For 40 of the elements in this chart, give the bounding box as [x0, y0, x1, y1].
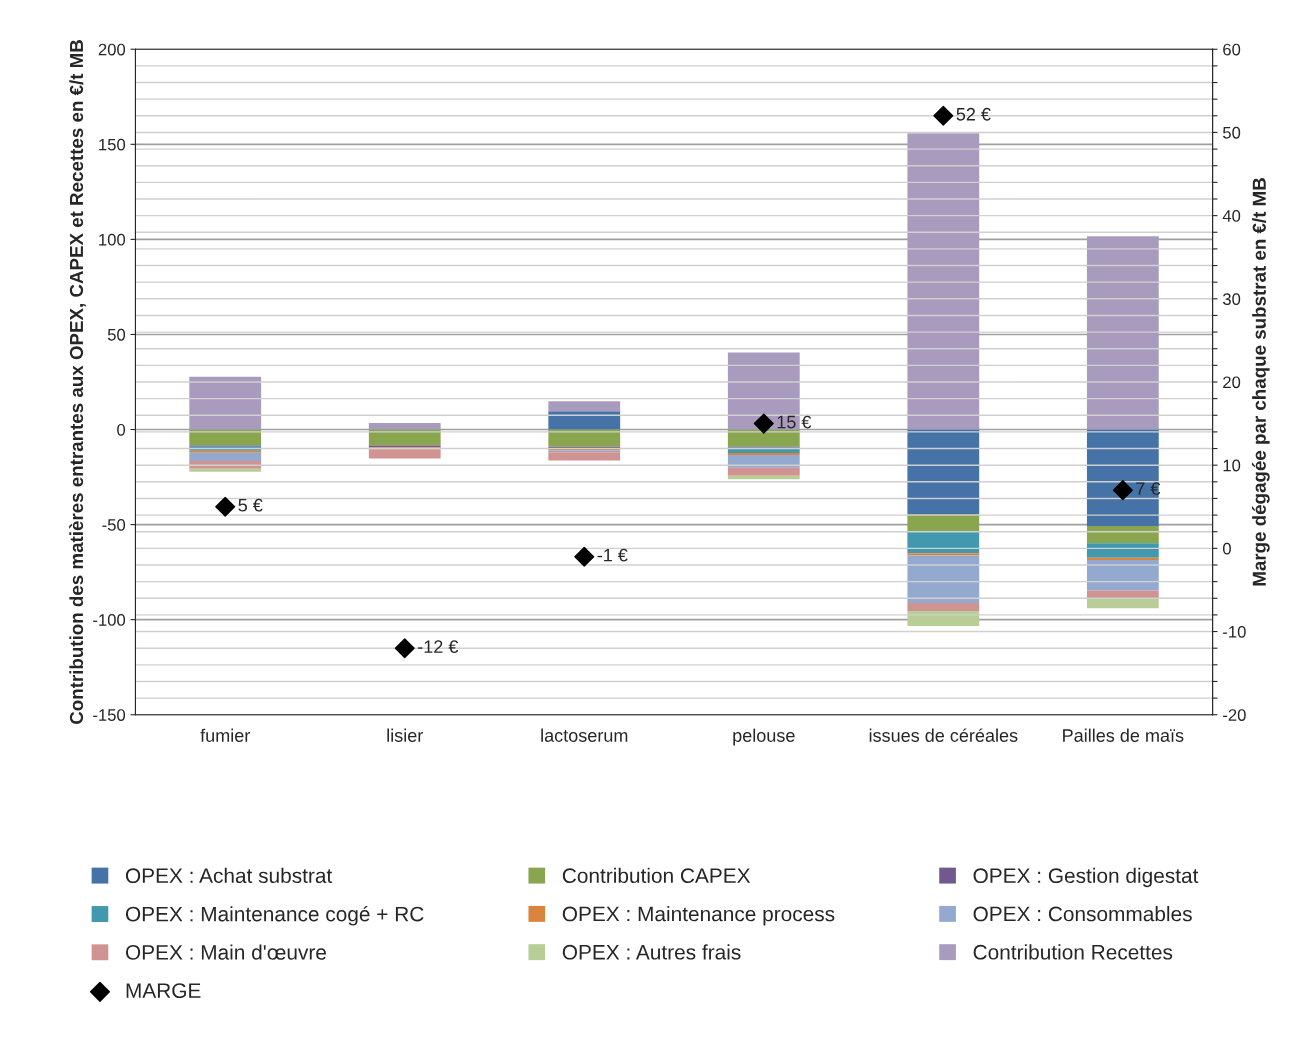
y-tick-label: 100	[99, 233, 126, 246]
x-tick-label: lisier	[387, 728, 423, 742]
y2-tick-label: -10	[1223, 625, 1246, 638]
legend-label: Contribution CAPEX	[562, 867, 751, 884]
y2-tick-label: 10	[1223, 459, 1241, 472]
legend-label: OPEX : Gestion digestat	[973, 867, 1199, 888]
y-tick-label: 200	[98, 43, 126, 56]
y2-tick-label: 30	[1222, 293, 1241, 306]
data-label: -12 €	[418, 640, 459, 654]
legend-label: Contribution Recettes	[973, 944, 1173, 960]
y2-tick-label: 50	[1222, 126, 1241, 139]
y2-tick-label: 0	[1222, 542, 1231, 555]
legend-label: OPEX : Achat substrat	[125, 867, 333, 884]
y-tick-label: 150	[99, 138, 126, 151]
x-tick-label: lactoserum	[541, 728, 628, 742]
y2-tick-label: 20	[1223, 376, 1241, 389]
y-tick-label: 50	[107, 328, 126, 341]
legend-label: OPEX : Consommables	[973, 906, 1192, 922]
y-axis-title: Contribution des matières entrantes aux OPEX, CAPEX et Recettes en €/t MB	[69, 40, 86, 724]
y-tick-label: -100	[93, 614, 126, 626]
data-label: -1 €	[597, 548, 628, 562]
legend-label: OPEX : Maintenance process	[562, 906, 835, 926]
data-label: 5 €	[238, 498, 263, 512]
y2-tick-label: 60	[1223, 43, 1241, 56]
data-label: 15 €	[777, 415, 812, 429]
y2-tick-label: 40	[1222, 210, 1241, 222]
y2-tick-label: -20	[1223, 709, 1246, 721]
x-tick-label: Pailles de maïs	[1063, 728, 1184, 742]
y-tick-label: 0	[117, 423, 126, 436]
legend-label: MARGE	[126, 983, 201, 999]
y-tick-label: -150	[93, 709, 126, 721]
y-tick-label: -50	[102, 519, 126, 531]
x-tick-label: fumier	[200, 728, 250, 742]
y2-axis-title: Marge dégagée par chaque substrat en €/t MB	[1251, 178, 1270, 586]
x-tick-label: issues de céréales	[869, 728, 1018, 742]
legend-label: OPEX : Maintenance cogé + RC	[125, 905, 424, 926]
x-tick-label: pelouse	[733, 728, 795, 746]
legend-label: OPEX : Autres frais	[562, 944, 741, 960]
data-label: 52 €	[956, 107, 991, 121]
legend-label: OPEX : Main d'œuvre	[125, 944, 326, 960]
